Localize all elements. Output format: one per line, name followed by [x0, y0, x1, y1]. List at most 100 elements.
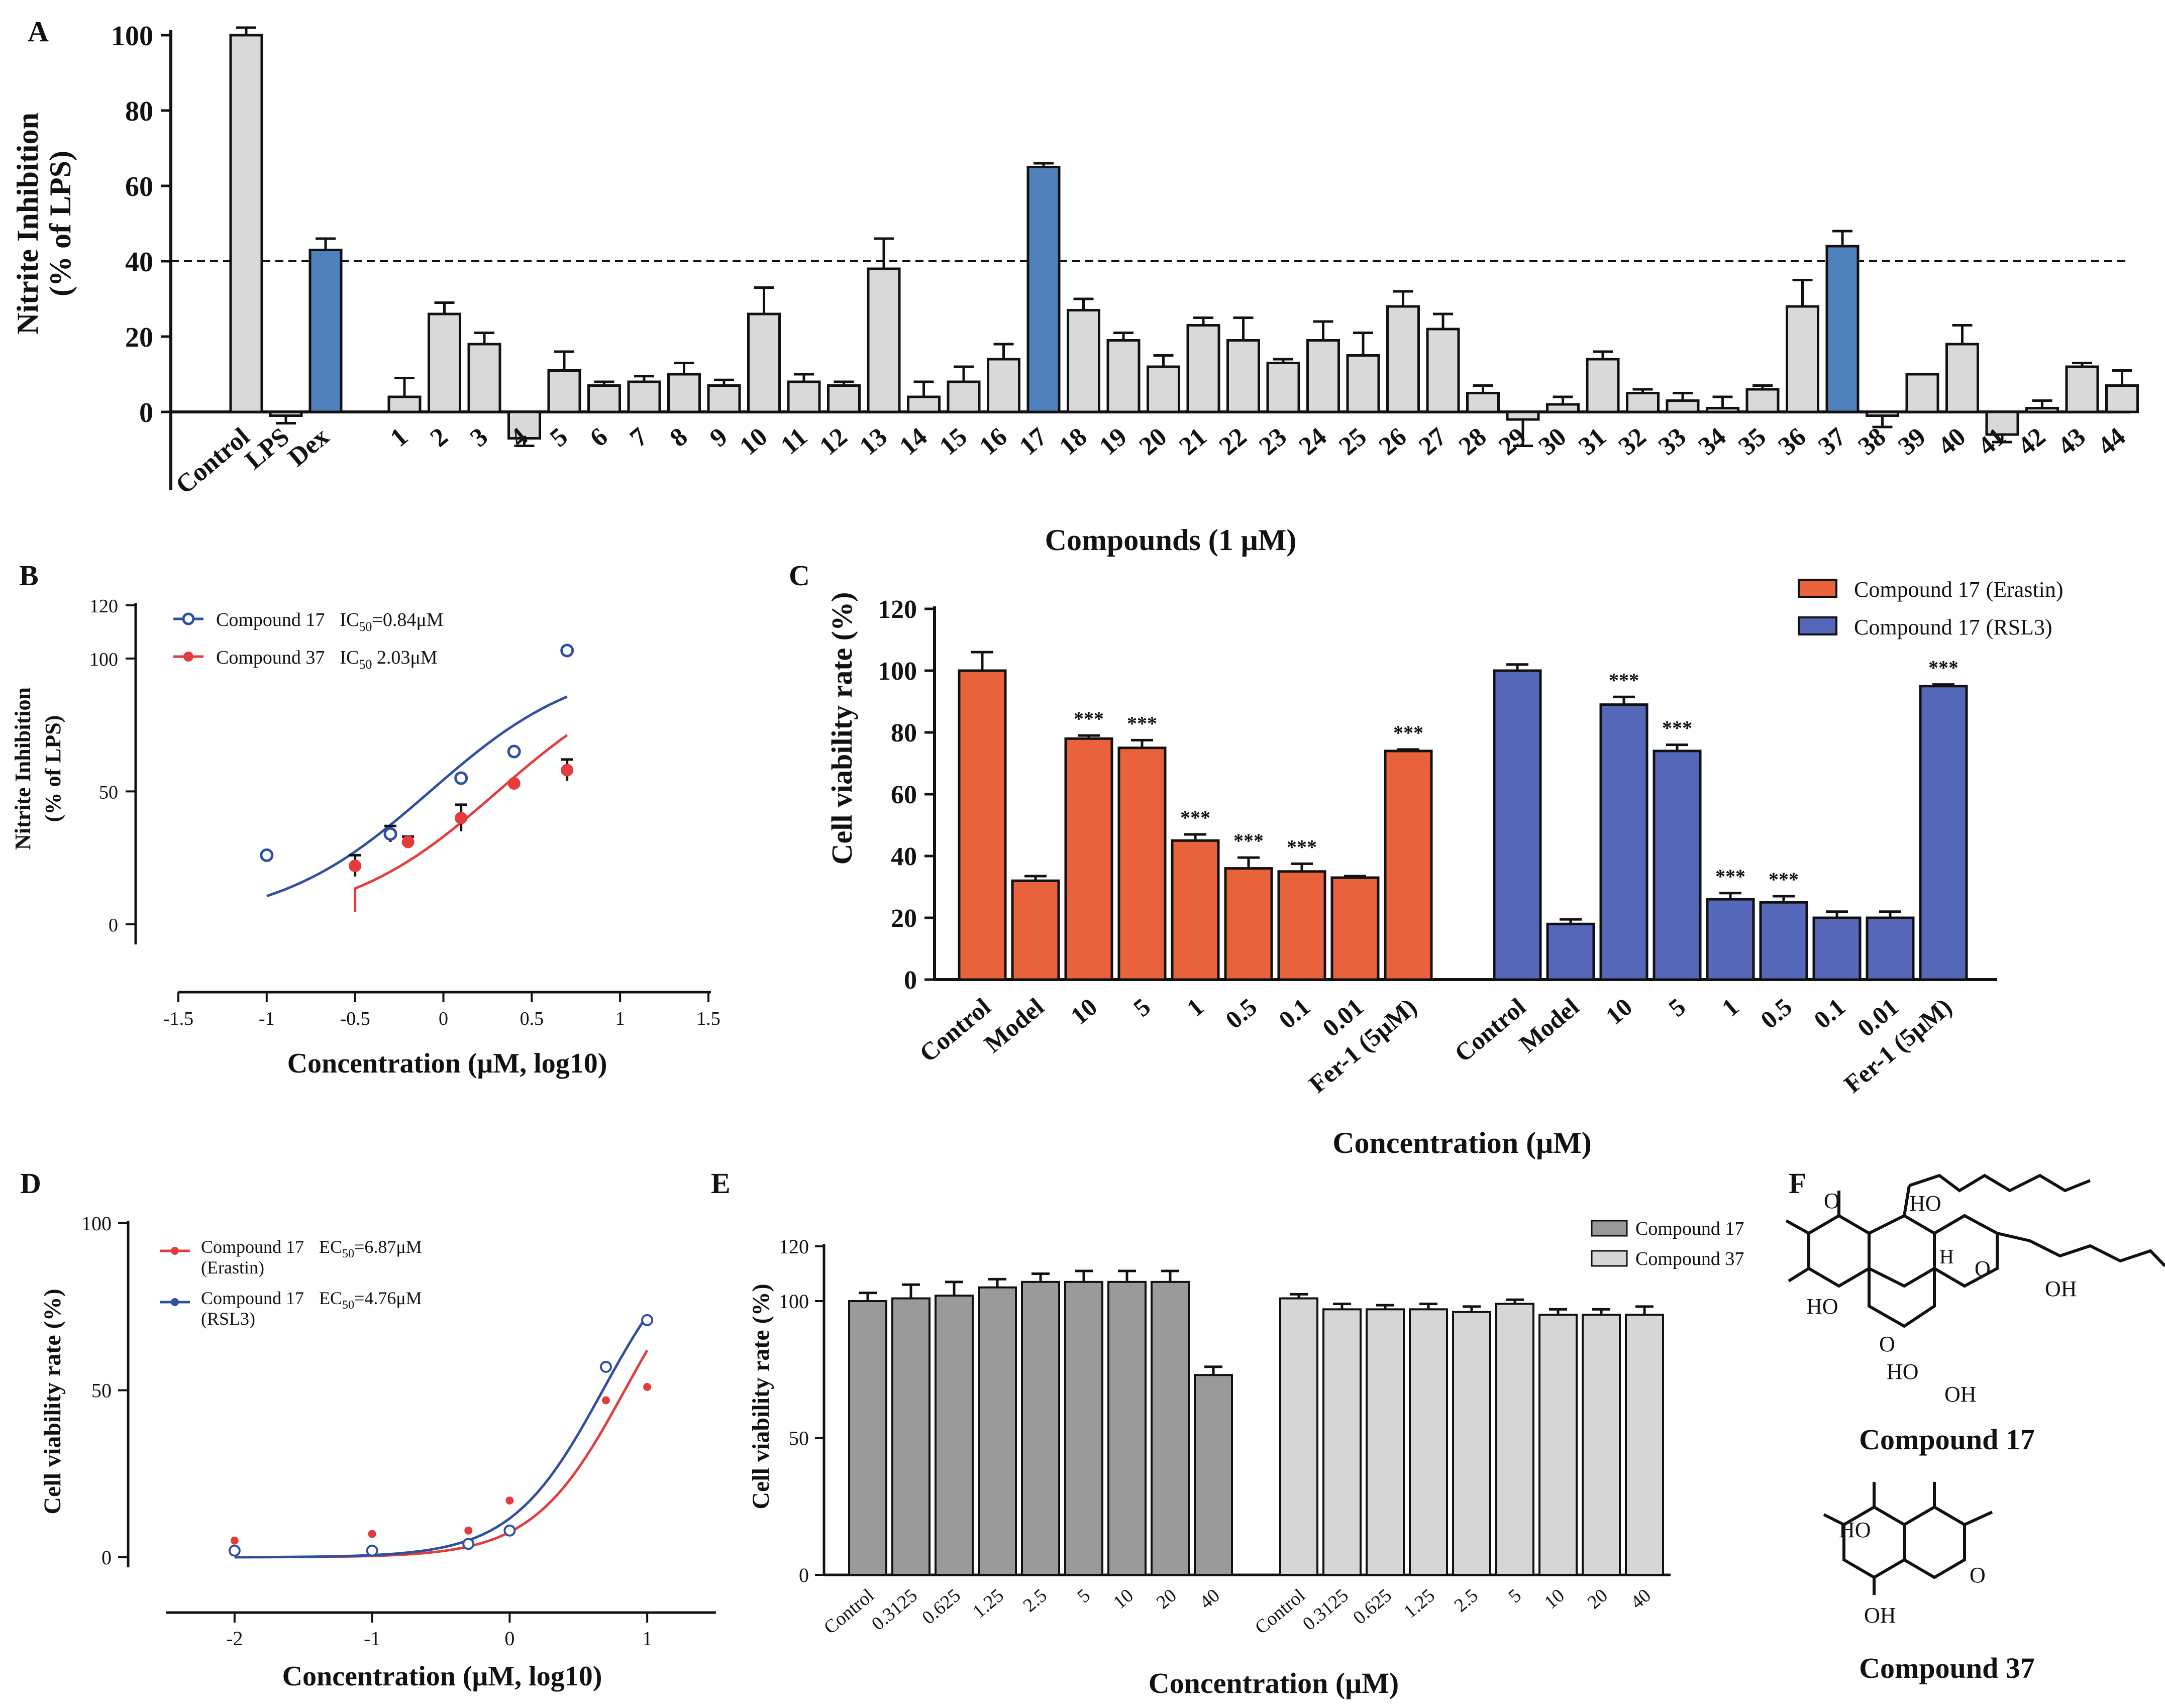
d-x-tick-label: 1 — [642, 1627, 652, 1650]
a-x-tick-label: 7 — [625, 422, 653, 453]
a-bar — [1905, 373, 1939, 413]
c17-ring-c — [1933, 1214, 1999, 1288]
e-y-tick-label: 100 — [779, 1290, 809, 1313]
a-bar — [1506, 410, 1540, 421]
a-bar — [627, 380, 661, 413]
a-bar — [707, 384, 741, 413]
e-legend-swatch — [1591, 1220, 1628, 1237]
b-point-compound17 — [454, 771, 468, 785]
b-y-label-1: Nitrite Inhibition — [11, 687, 35, 850]
a-x-tick-label: 27 — [1413, 422, 1452, 461]
c-x-tick-label: 0.5 — [1220, 993, 1262, 1034]
d-curve-erastin — [234, 1349, 649, 1559]
b-point-compound17 — [507, 744, 521, 759]
e-bar — [1107, 1280, 1147, 1576]
c-legend-suffix: (RSL3) — [1986, 615, 2052, 639]
compound-17-structure — [1785, 1173, 2165, 1328]
b-point-compound37 — [507, 777, 521, 790]
e-x-tick-label: 0.3125 — [868, 1585, 921, 1635]
e-x-tick-label: 1.25 — [1400, 1585, 1439, 1623]
a-x-tick-label: 24 — [1294, 422, 1332, 461]
b-y-label-2: (% of LPS) — [41, 715, 65, 822]
c-x-tick-label: Control — [1449, 992, 1531, 1068]
compound-17-label: Compound 17 — [1859, 1423, 2035, 1456]
a-bar — [867, 267, 901, 413]
a-x-tick-label: 28 — [1454, 422, 1492, 461]
a-bar — [1226, 339, 1260, 413]
a-bar — [1786, 305, 1819, 413]
c-bar — [1011, 879, 1060, 981]
c-x-tick-label: 0.1 — [1808, 993, 1850, 1034]
a-x-tick-label: 23 — [1254, 422, 1292, 461]
a-bar — [1306, 339, 1340, 413]
a-x-tick-label: 11 — [775, 422, 812, 460]
a-x-tick-label: 16 — [974, 422, 1012, 461]
b-legend-name: Compound 17 — [216, 609, 325, 630]
e-bar — [1625, 1314, 1664, 1576]
e-y-label: Cell viability rate (%) — [748, 1284, 774, 1509]
e-bar — [1582, 1314, 1621, 1576]
e-y-tick-label: 50 — [789, 1427, 809, 1450]
d-point-erastin — [368, 1530, 376, 1538]
a-bar — [1266, 362, 1300, 413]
b-point-compound37 — [349, 860, 362, 873]
e-x-tick-label: 1.25 — [969, 1585, 1008, 1623]
c17-side-chain-top — [1903, 1173, 2091, 1216]
e-x-tick-label: Control — [1251, 1585, 1309, 1639]
a-x-tick-label: 6 — [585, 422, 613, 453]
e-x-tick-label: 40 — [1627, 1585, 1655, 1614]
b-legend-ic-value: 2.03μM — [372, 647, 437, 668]
b-x-label: Concentration (μM, log10) — [287, 1048, 607, 1079]
d-legend-name: Compound 17 — [201, 1237, 304, 1257]
d-legend-label: Compound 17 EC50=4.76μM — [201, 1288, 422, 1312]
d-legend-marker — [171, 1298, 179, 1306]
c17-ring-a — [1807, 1214, 1871, 1288]
c17-o-ketone: O — [1975, 1256, 1991, 1281]
a-x-tick-label: 39 — [1893, 422, 1931, 461]
c17-oh-bottom: OH — [1944, 1382, 1977, 1407]
c17-ring-d — [1868, 1268, 1936, 1328]
c-y-tick-label: 40 — [891, 842, 917, 871]
b-x-tick-label: 0.5 — [520, 1008, 544, 1029]
c-y-tick-label: 60 — [891, 781, 917, 809]
a-x-tick-label: 37 — [1813, 422, 1851, 461]
d-legend-label: Compound 17 EC50=6.87μM — [201, 1237, 422, 1260]
a-x-tick-label: 12 — [814, 422, 853, 461]
d-point-rsl3 — [641, 1314, 654, 1326]
c-bar — [1493, 669, 1542, 981]
panel-label-c: C — [789, 559, 810, 592]
a-x-tick-label: 1 — [385, 422, 414, 453]
a-bar — [1945, 343, 1979, 413]
b-point-compound37 — [561, 764, 574, 777]
c17-ho-top: HO — [1909, 1191, 1941, 1216]
a-x-tick-label: 26 — [1374, 422, 1412, 461]
a-x-tick-label: 14 — [894, 422, 933, 461]
e-bar — [1366, 1308, 1405, 1576]
e-bar — [1452, 1311, 1491, 1576]
c17-o-ring: O — [1879, 1332, 1895, 1356]
structure-atom-labels: HO O H O OH HO O HO OH HO O OH — [1806, 1189, 2077, 1628]
c-sig-label: *** — [1769, 868, 1799, 891]
c-sig-label: *** — [1393, 721, 1423, 744]
c37-oh: OH — [1864, 1603, 1896, 1628]
c-x-tick-label: 0.5 — [1755, 993, 1797, 1034]
b-legend-marker — [182, 612, 195, 625]
c-y-tick-label: 80 — [891, 719, 917, 748]
c-legend-swatch — [1798, 579, 1837, 598]
a-x-tick-label: 20 — [1134, 422, 1172, 461]
panel-label-f: F — [1789, 1167, 1806, 1200]
a-bar — [1866, 410, 1899, 417]
c17-ho-left: HO — [1806, 1294, 1838, 1319]
c-bar — [958, 669, 1007, 981]
c-x-tick-label: 5 — [1128, 993, 1156, 1022]
e-x-tick-label: 10 — [1109, 1585, 1138, 1614]
a-bar — [1546, 403, 1580, 413]
c-x-tick-label: Control — [914, 992, 996, 1068]
a-x-tick-label: 21 — [1174, 422, 1212, 461]
b-legend-ic: IC — [340, 647, 359, 668]
d-legend-ec: EC — [319, 1288, 342, 1308]
b-legend-marker — [183, 652, 193, 662]
a-y-tick-label: 20 — [125, 322, 153, 353]
